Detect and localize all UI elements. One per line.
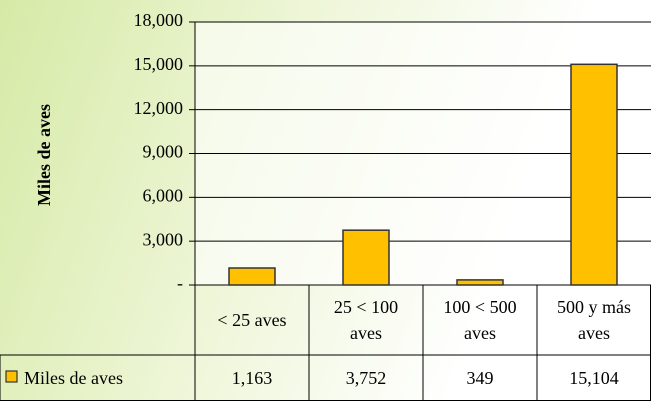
y-tick-label: 6,000 bbox=[143, 185, 184, 205]
y-tick-label: 18,000 bbox=[134, 10, 184, 30]
bar bbox=[456, 279, 504, 286]
bar bbox=[570, 63, 618, 286]
category-label: < 25 aves bbox=[217, 310, 287, 330]
category-label: 25 < 100 aves bbox=[333, 297, 399, 343]
y-tick-label: 15,000 bbox=[134, 54, 184, 74]
legend-key bbox=[5, 370, 18, 383]
y-tick-label: - bbox=[177, 273, 183, 293]
category-label: 100 < 500 aves bbox=[443, 297, 517, 343]
data-label: 349 bbox=[466, 368, 494, 388]
y-axis-label: Miles de aves bbox=[34, 104, 54, 206]
y-tick-label: 12,000 bbox=[134, 98, 184, 118]
bar bbox=[228, 267, 276, 286]
bar bbox=[342, 229, 390, 286]
data-label: 3,752 bbox=[345, 368, 387, 388]
data-label: 15,104 bbox=[569, 368, 619, 388]
category-label: 500 y más aves bbox=[557, 297, 631, 343]
y-tick-label: 9,000 bbox=[143, 142, 184, 162]
y-tick-label: 3,000 bbox=[143, 229, 184, 249]
data-label: 1,163 bbox=[231, 368, 273, 388]
legend-label: Miles de aves bbox=[24, 368, 123, 388]
